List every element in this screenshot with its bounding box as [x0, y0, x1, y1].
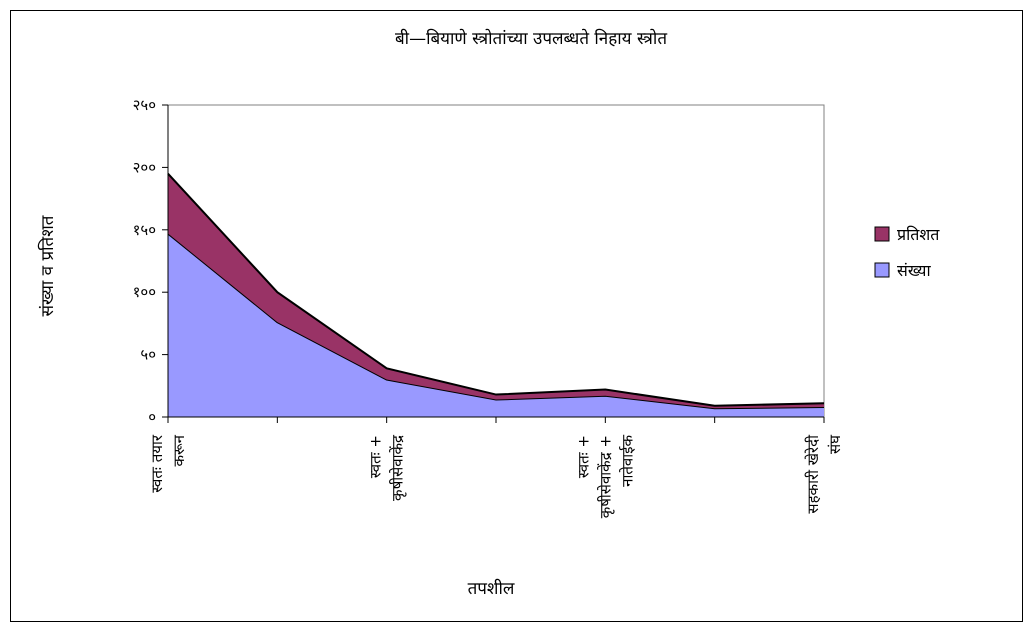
x-axis-title: तपशील	[468, 578, 515, 599]
area-chart: बी—बियाणे स्त्रोतांच्या उपलब्धते निहाय स…	[37, 28, 940, 599]
y-tick-label: २००	[133, 158, 156, 176]
y-axis-title: संख्या व प्रतिशत	[37, 215, 58, 316]
x-category-label: नातेवाईक	[618, 435, 636, 487]
x-category-label: सहकारी खेरेदी	[804, 434, 822, 514]
x-category-label: स्वतः तयार	[148, 434, 166, 493]
chart-title: बी—बियाणे स्त्रोतांच्या उपलब्धते निहाय स…	[395, 28, 667, 49]
x-category-label: संघ	[826, 434, 844, 454]
x-category-label: स्वतः +	[367, 435, 385, 478]
y-tick-label: २५०	[133, 96, 156, 114]
legend-label: संख्या	[897, 261, 931, 280]
x-category-label: कृषीसेवाकेंद्र +	[596, 435, 615, 518]
series-line-1	[167, 172, 825, 407]
series-area-1	[168, 173, 824, 409]
y-tick-label: ०	[148, 408, 156, 426]
x-category-label: कृषीसेवाकेंद्र	[389, 434, 408, 501]
plot-border	[168, 104, 825, 417]
series-area-0	[168, 233, 824, 417]
y-tick-label: १००	[133, 283, 156, 301]
x-category-label: स्वतः +	[574, 435, 592, 478]
y-tick-label: १५०	[133, 221, 156, 239]
legend-label: प्रतिशत	[897, 225, 940, 244]
chart-frame: बी—बियाणे स्त्रोतांच्या उपलब्धते निहाय स…	[10, 10, 1023, 622]
legend-swatch	[874, 226, 890, 242]
legend-swatch	[874, 262, 890, 278]
x-category-label: करून	[170, 434, 188, 466]
legend: प्रतिशत संख्या	[874, 225, 940, 280]
y-tick-label: ५०	[140, 346, 156, 364]
